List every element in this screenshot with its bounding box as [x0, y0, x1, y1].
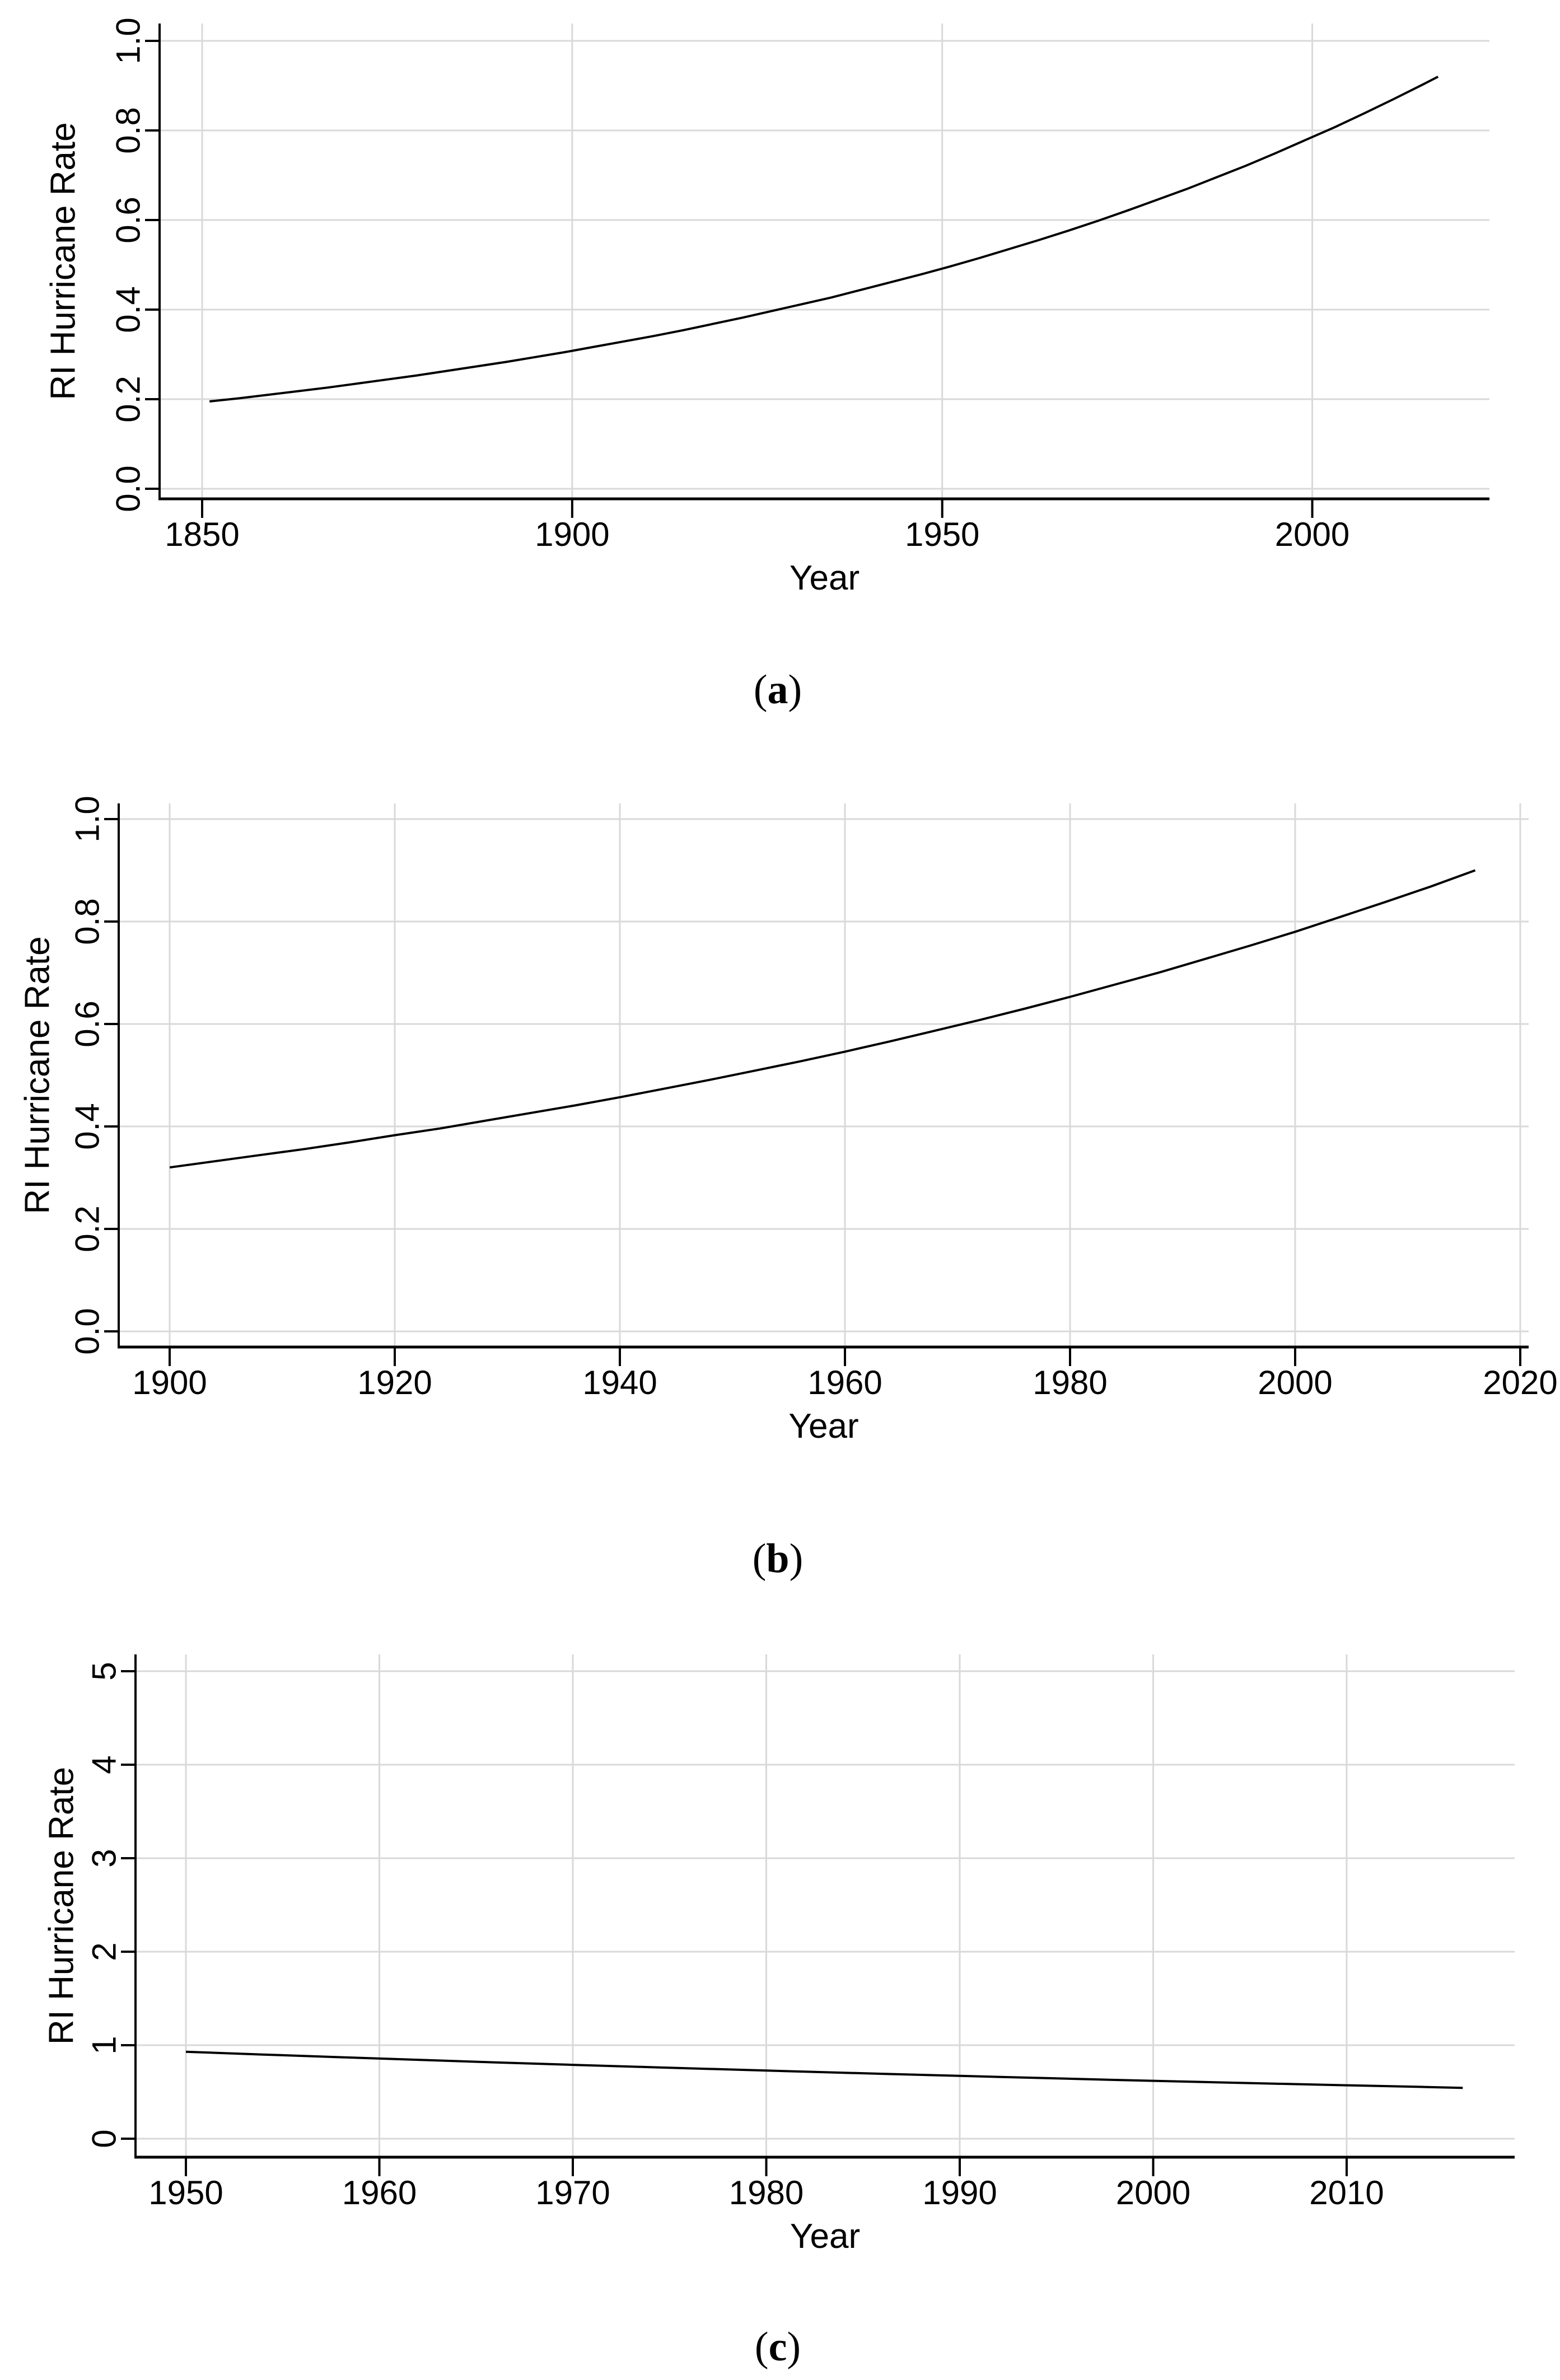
caption-c-open: ( — [754, 2324, 769, 2370]
x-tick-label: 1950 — [148, 2174, 223, 2211]
x-tick-label: 1960 — [342, 2174, 417, 2211]
x-axis-title: Year — [790, 559, 860, 597]
y-tick-label: 1 — [86, 2036, 123, 2054]
y-tick-label: 1.0 — [110, 17, 147, 64]
y-tick-label: 3 — [86, 1849, 123, 1867]
x-tick-label: 1900 — [132, 1364, 207, 1401]
x-tick-label: 1990 — [922, 2174, 997, 2211]
y-tick-label: 5 — [86, 1662, 123, 1680]
y-tick-label: 0.4 — [110, 286, 147, 333]
y-tick-label: 0.0 — [69, 1308, 106, 1354]
x-axis-title: Year — [790, 2217, 860, 2256]
y-axis-title: RI Hurricane Rate — [18, 936, 57, 1214]
y-tick-label: 4 — [86, 1755, 123, 1774]
y-tick-label: 1.0 — [69, 796, 106, 842]
caption-b-close: ) — [789, 1536, 804, 1582]
series-line — [209, 76, 1439, 403]
x-tick-label: 1900 — [535, 516, 609, 553]
y-tick-label: 0.6 — [110, 197, 147, 243]
x-tick-label: 1980 — [729, 2174, 804, 2211]
x-tick-label: 1850 — [165, 516, 239, 553]
y-tick-label: 0.6 — [69, 1000, 106, 1047]
y-tick-label: 0 — [86, 2129, 123, 2148]
y-tick-label: 0.8 — [110, 107, 147, 153]
x-tick-label: 1980 — [1033, 1364, 1107, 1401]
y-tick-label: 0.2 — [110, 376, 147, 422]
caption-a: (a) — [754, 669, 802, 710]
caption-b-letter: b — [766, 1536, 790, 1582]
y-tick-label: 0.8 — [69, 898, 106, 944]
x-tick-label: 2000 — [1116, 2174, 1190, 2211]
series-line — [169, 869, 1476, 1169]
x-tick-label: 1970 — [535, 2174, 610, 2211]
caption-c-close: ) — [787, 2324, 801, 2370]
caption-c: (c) — [755, 2326, 801, 2368]
x-tick-label: 1950 — [905, 516, 979, 553]
x-axis-title: Year — [788, 1407, 858, 1446]
x-tick-label: 2000 — [1258, 1364, 1332, 1401]
chart-c: 0 1 2 3 4 5 1950 1960 1970 1980 1990 2000 2010 Year RI… — [43, 1654, 1515, 2256]
caption-a-open: ( — [753, 667, 768, 713]
x-tick-label: 1940 — [582, 1364, 657, 1401]
caption-b-open: ( — [752, 1536, 767, 1582]
x-tick-label: 1960 — [807, 1364, 882, 1401]
y-tick-label: 0.0 — [110, 465, 147, 512]
x-tick-label: 2010 — [1309, 2174, 1384, 2211]
x-tick-label: 1920 — [357, 1364, 432, 1401]
y-tick-label: 0.2 — [69, 1205, 106, 1252]
caption-c-letter: c — [768, 2324, 787, 2370]
x-tick-label: 2020 — [1483, 1364, 1557, 1401]
caption-a-close: ) — [788, 667, 802, 713]
chart-a: 0.0 0.2 0.4 0.6 0.8 1.0 1850 1900 1950 2000 Year RI… — [44, 17, 1489, 597]
y-tick-label: 2 — [86, 1942, 123, 1961]
caption-a-letter: a — [767, 667, 788, 713]
series-line — [185, 2050, 1463, 2089]
y-axis-title: RI Hurricane Rate — [43, 1767, 81, 2045]
caption-b: (b) — [753, 1538, 803, 1579]
x-tick-label: 2000 — [1275, 516, 1349, 553]
chart-b: 0.0 0.2 0.4 0.6 0.8 1.0 1900 1920 1940 1960 1980 20… — [18, 796, 1558, 1446]
y-tick-label: 0.4 — [69, 1103, 106, 1149]
y-axis-title: RI Hurricane Rate — [44, 122, 83, 400]
